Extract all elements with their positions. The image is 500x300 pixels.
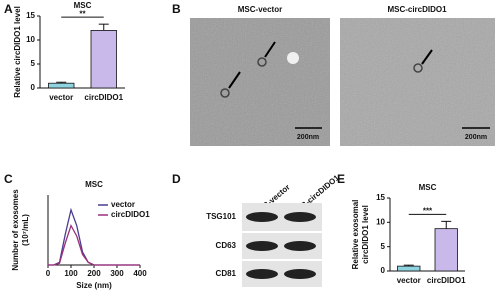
significance: *** <box>423 206 433 215</box>
y-axis-label: Relative exosomal <box>351 200 360 270</box>
scale-label: 200nm <box>465 134 487 141</box>
micrograph-label: MSC-circDIDO1 <box>387 5 447 14</box>
x-tick-label: vector <box>49 93 73 102</box>
micrograph <box>340 18 495 146</box>
x-tick-label: circDIDO1 <box>84 93 123 102</box>
bar <box>48 82 75 89</box>
x-tick-label: 200 <box>87 269 101 278</box>
panel-letter: A <box>4 2 13 16</box>
panel-letter: D <box>172 172 181 186</box>
scale-label: 200nm <box>297 134 319 141</box>
y-tick-label: 10 <box>26 35 35 44</box>
x-tick-label: 0 <box>46 269 51 278</box>
bar <box>90 29 117 89</box>
bar <box>397 265 421 272</box>
panel-letter: E <box>337 172 345 186</box>
chart-title: MSC <box>85 180 103 189</box>
panel-letter: C <box>4 172 13 186</box>
protein-label: CD81 <box>216 269 237 278</box>
chart-title: MSC <box>74 1 92 10</box>
protein-label: CD63 <box>216 241 237 250</box>
chart-title: MSC <box>419 183 437 192</box>
x-tick-label: vector <box>397 276 421 285</box>
y-axis-label: Relative circDIDO1 level <box>13 6 22 98</box>
y-axis-label: circDIDO1 level <box>361 205 370 264</box>
protein-label: TSG101 <box>206 212 236 221</box>
panel-letter: B <box>172 2 181 16</box>
y-axis-label: (10⁷/mL) <box>21 214 30 246</box>
blot <box>242 203 322 287</box>
y-axis-label: Number of exosomes <box>11 189 20 271</box>
y-tick-label: 5 <box>31 59 36 68</box>
y-tick-label: 15 <box>26 11 35 20</box>
bar <box>434 228 458 272</box>
y-tick-label: 15 <box>376 193 385 202</box>
x-tick-label: 100 <box>64 269 78 278</box>
micrograph-label: MSC-vector <box>238 5 282 14</box>
x-tick-label: 300 <box>110 269 124 278</box>
x-axis-label: Size (nm) <box>76 281 112 290</box>
x-tick-label: circDIDO1 <box>427 276 466 285</box>
legend-label: circDIDO1 <box>111 210 150 219</box>
series-line <box>48 223 140 266</box>
y-tick-label: 0 <box>381 266 386 275</box>
y-tick-label: 10 <box>376 217 385 226</box>
y-tick-label: 0 <box>31 83 36 92</box>
x-tick-label: 400 <box>133 269 147 278</box>
legend-label: vector <box>111 200 135 209</box>
y-tick-label: 5 <box>381 242 386 251</box>
significance: ** <box>79 9 86 18</box>
micrograph <box>190 18 330 146</box>
